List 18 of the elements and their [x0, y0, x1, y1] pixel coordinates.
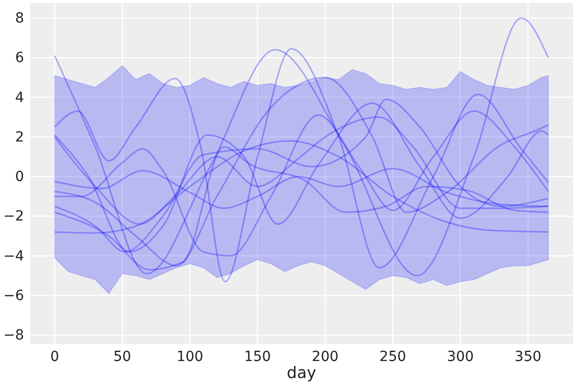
x-tick-label: 300: [447, 348, 474, 365]
x-tick-label: 250: [379, 348, 406, 365]
x-axis-title: day: [286, 363, 316, 382]
y-tick-label: 6: [15, 50, 24, 66]
y-tick-label: 8: [15, 10, 24, 27]
y-tick-label: −2: [3, 208, 24, 225]
x-tick-label: 200: [312, 348, 339, 365]
x-tick-label: 100: [176, 348, 204, 365]
y-tick-label: −6: [3, 288, 24, 304]
x-tick-label: 0: [50, 348, 60, 365]
x-tick-label: 350: [514, 348, 542, 365]
y-tick-label: −8: [3, 328, 24, 344]
x-tick-label: 50: [113, 348, 132, 365]
x-tick-label: 150: [244, 348, 271, 365]
y-tick-label: 2: [15, 129, 24, 146]
y-tick-label: 0: [15, 169, 24, 186]
y-tick-label: −4: [3, 248, 24, 264]
y-tick-label: 4: [15, 90, 24, 106]
